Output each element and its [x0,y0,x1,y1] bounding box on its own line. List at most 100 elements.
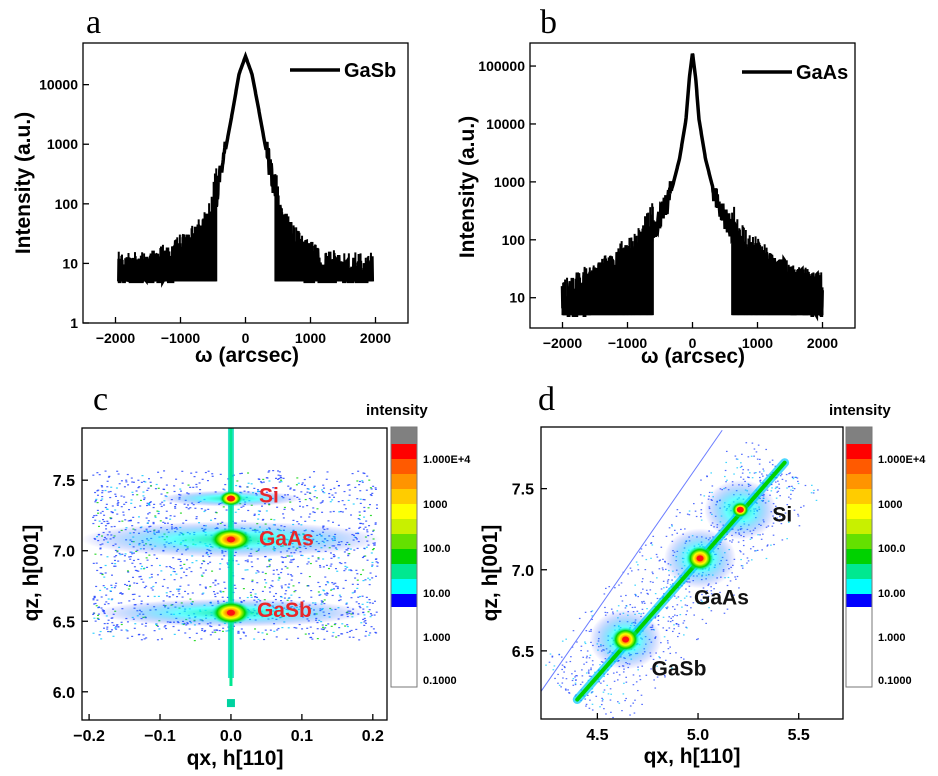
map-speckle [735,458,738,460]
map-speckle [126,473,129,476]
map-speckle [133,627,136,629]
map-speckle [107,603,110,605]
map-speckle [326,630,329,632]
map-speckle [359,607,362,609]
map-speckle [111,505,114,507]
map-speckle [290,555,293,557]
map-speckle [670,524,673,526]
map-speckle [753,472,756,474]
map-speckle [629,714,631,716]
map-speckle [650,557,652,559]
map-speckle [172,625,175,628]
panel-d-axes-frame [540,426,844,720]
colorbar-swatch [391,427,417,444]
map-speckle [155,624,158,627]
y-tick-label: 7.5 [53,473,75,490]
map-speckle [323,590,326,592]
map-speckle [668,574,671,576]
map-speckle [574,670,576,672]
map-speckle [351,472,354,475]
map-speckle [775,486,778,488]
map-speckle [358,639,361,641]
map-speckle [157,510,160,513]
map-speckle [195,560,198,562]
map-speckle [145,585,148,587]
y-tick-label: 6.5 [512,644,534,661]
map-speckle [126,621,129,623]
map-speckle [284,584,287,586]
map-speckle [374,575,377,577]
map-speckle [673,529,676,531]
map-speckle [552,669,555,671]
map-speckle [362,608,365,610]
map-speckle [104,525,107,527]
map-speckle [277,579,280,581]
map-speckle [236,480,239,482]
map-speckle [652,658,655,661]
map-speckle [646,608,648,610]
map-speckle [150,576,153,578]
map-speckle [740,551,742,553]
map-speckle [700,519,703,521]
map-speckle [306,563,309,565]
map-speckle [752,546,755,548]
map-speckle [658,560,661,562]
colorbar-tick-label: 100.0 [423,543,451,555]
map-speckle [322,589,325,591]
map-speckle [276,506,279,508]
map-speckle [253,487,256,489]
map-speckle [700,479,702,481]
map-speckle [781,539,784,541]
map-speckle [739,466,742,468]
map-speckle [580,645,583,647]
panel-a-xlabel: ω (arcsec) [195,344,299,367]
map-speckle [221,558,224,560]
colorbar-swatch [846,607,872,687]
map-speckle [677,625,680,627]
map-speckle [592,664,594,666]
map-speckle [372,548,375,550]
map-speckle [96,494,99,496]
map-speckle [369,514,372,517]
map-speckle [675,597,678,599]
map-speckle [731,539,734,541]
map-speckle [675,652,677,654]
map-speckle [110,599,113,601]
map-speckle [654,616,657,618]
colorbar-swatch [391,579,417,594]
map-speckle [366,531,369,533]
x-tick-label: 0.0 [220,728,242,745]
map-speckle [200,638,203,640]
map-speckle [148,502,151,505]
map-speckle [280,479,283,481]
map-speckle [239,472,242,475]
map-speckle [124,553,127,555]
map-speckle [254,593,257,595]
map-speckle [650,542,653,544]
map-speckle [580,649,582,652]
y-tick-label: 10 [62,255,78,271]
map-speckle [339,596,342,598]
map-speckle [146,504,149,507]
map-speckle [106,588,109,590]
map-speckle [314,490,317,492]
map-speckle [368,634,371,636]
map-speckle [361,480,364,482]
map-speckle [201,478,204,480]
map-speckle [545,664,547,666]
map-speckle [675,515,678,517]
map-speckle [376,507,379,509]
map-speckle [194,507,197,509]
map-speckle [128,519,131,522]
map-speckle [152,521,155,524]
map-speckle [326,581,329,583]
map-speckle [604,606,606,609]
map-speckle [207,470,210,472]
y-tick-label: 1000 [494,174,525,190]
map-speckle [131,593,134,596]
map-speckle [246,596,249,599]
map-speckle [811,484,813,486]
map-speckle [201,593,204,595]
